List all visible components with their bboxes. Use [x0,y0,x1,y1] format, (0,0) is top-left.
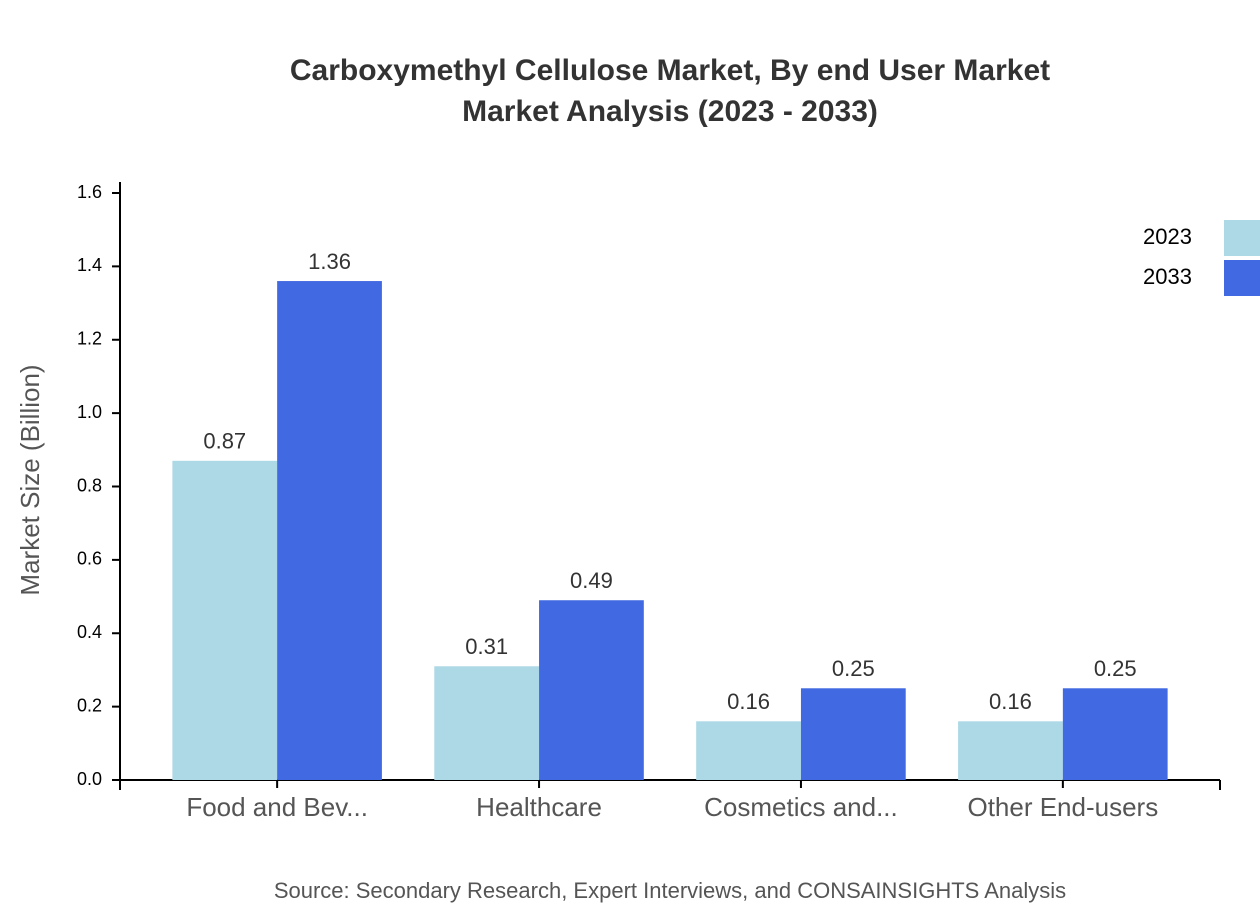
value-label: 0.49 [570,568,613,593]
chart-title: Carboxymethyl Cellulose Market, By end U… [289,54,1051,128]
y-tick-label: 1.0 [77,402,102,422]
y-tick-label: 1.2 [77,329,102,349]
bar [539,600,644,780]
legend-label: 2033 [1143,264,1192,289]
legend-swatch [1224,220,1260,256]
bar [696,721,801,780]
value-label: 0.16 [989,689,1032,714]
y-tick-label: 0.4 [77,622,102,642]
x-tick-label: Food and Bev... [186,792,368,822]
y-tick-label: 0.8 [77,475,102,495]
source: Source: Secondary Research, Expert Inter… [274,878,1066,903]
legend-swatch [1224,260,1260,296]
x-tick-label: Healthcare [476,792,602,822]
y-tick-label: 0.6 [77,549,102,569]
value-label: 0.25 [1094,656,1137,681]
value-label: 0.87 [203,429,246,454]
x-tick-label: Other End-users [967,792,1158,822]
bar [434,666,540,780]
y-axis-label: Market Size (Billion) [15,364,45,595]
bar [958,721,1063,780]
value-label: 1.36 [308,249,351,274]
bar [800,688,906,780]
value-label: 0.31 [465,634,508,659]
value-label: 0.25 [832,656,875,681]
y-tick-label: 1.6 [77,182,102,202]
bar [1062,688,1168,780]
bar [172,460,278,780]
y-tick-label: 0.0 [77,769,102,789]
legend-label: 2023 [1143,224,1192,249]
bar [277,281,382,780]
x-tick-label: Cosmetics and... [704,792,898,822]
value-label: 0.16 [727,689,770,714]
y-tick-label: 0.2 [77,695,102,715]
y-tick-label: 1.4 [77,255,102,275]
